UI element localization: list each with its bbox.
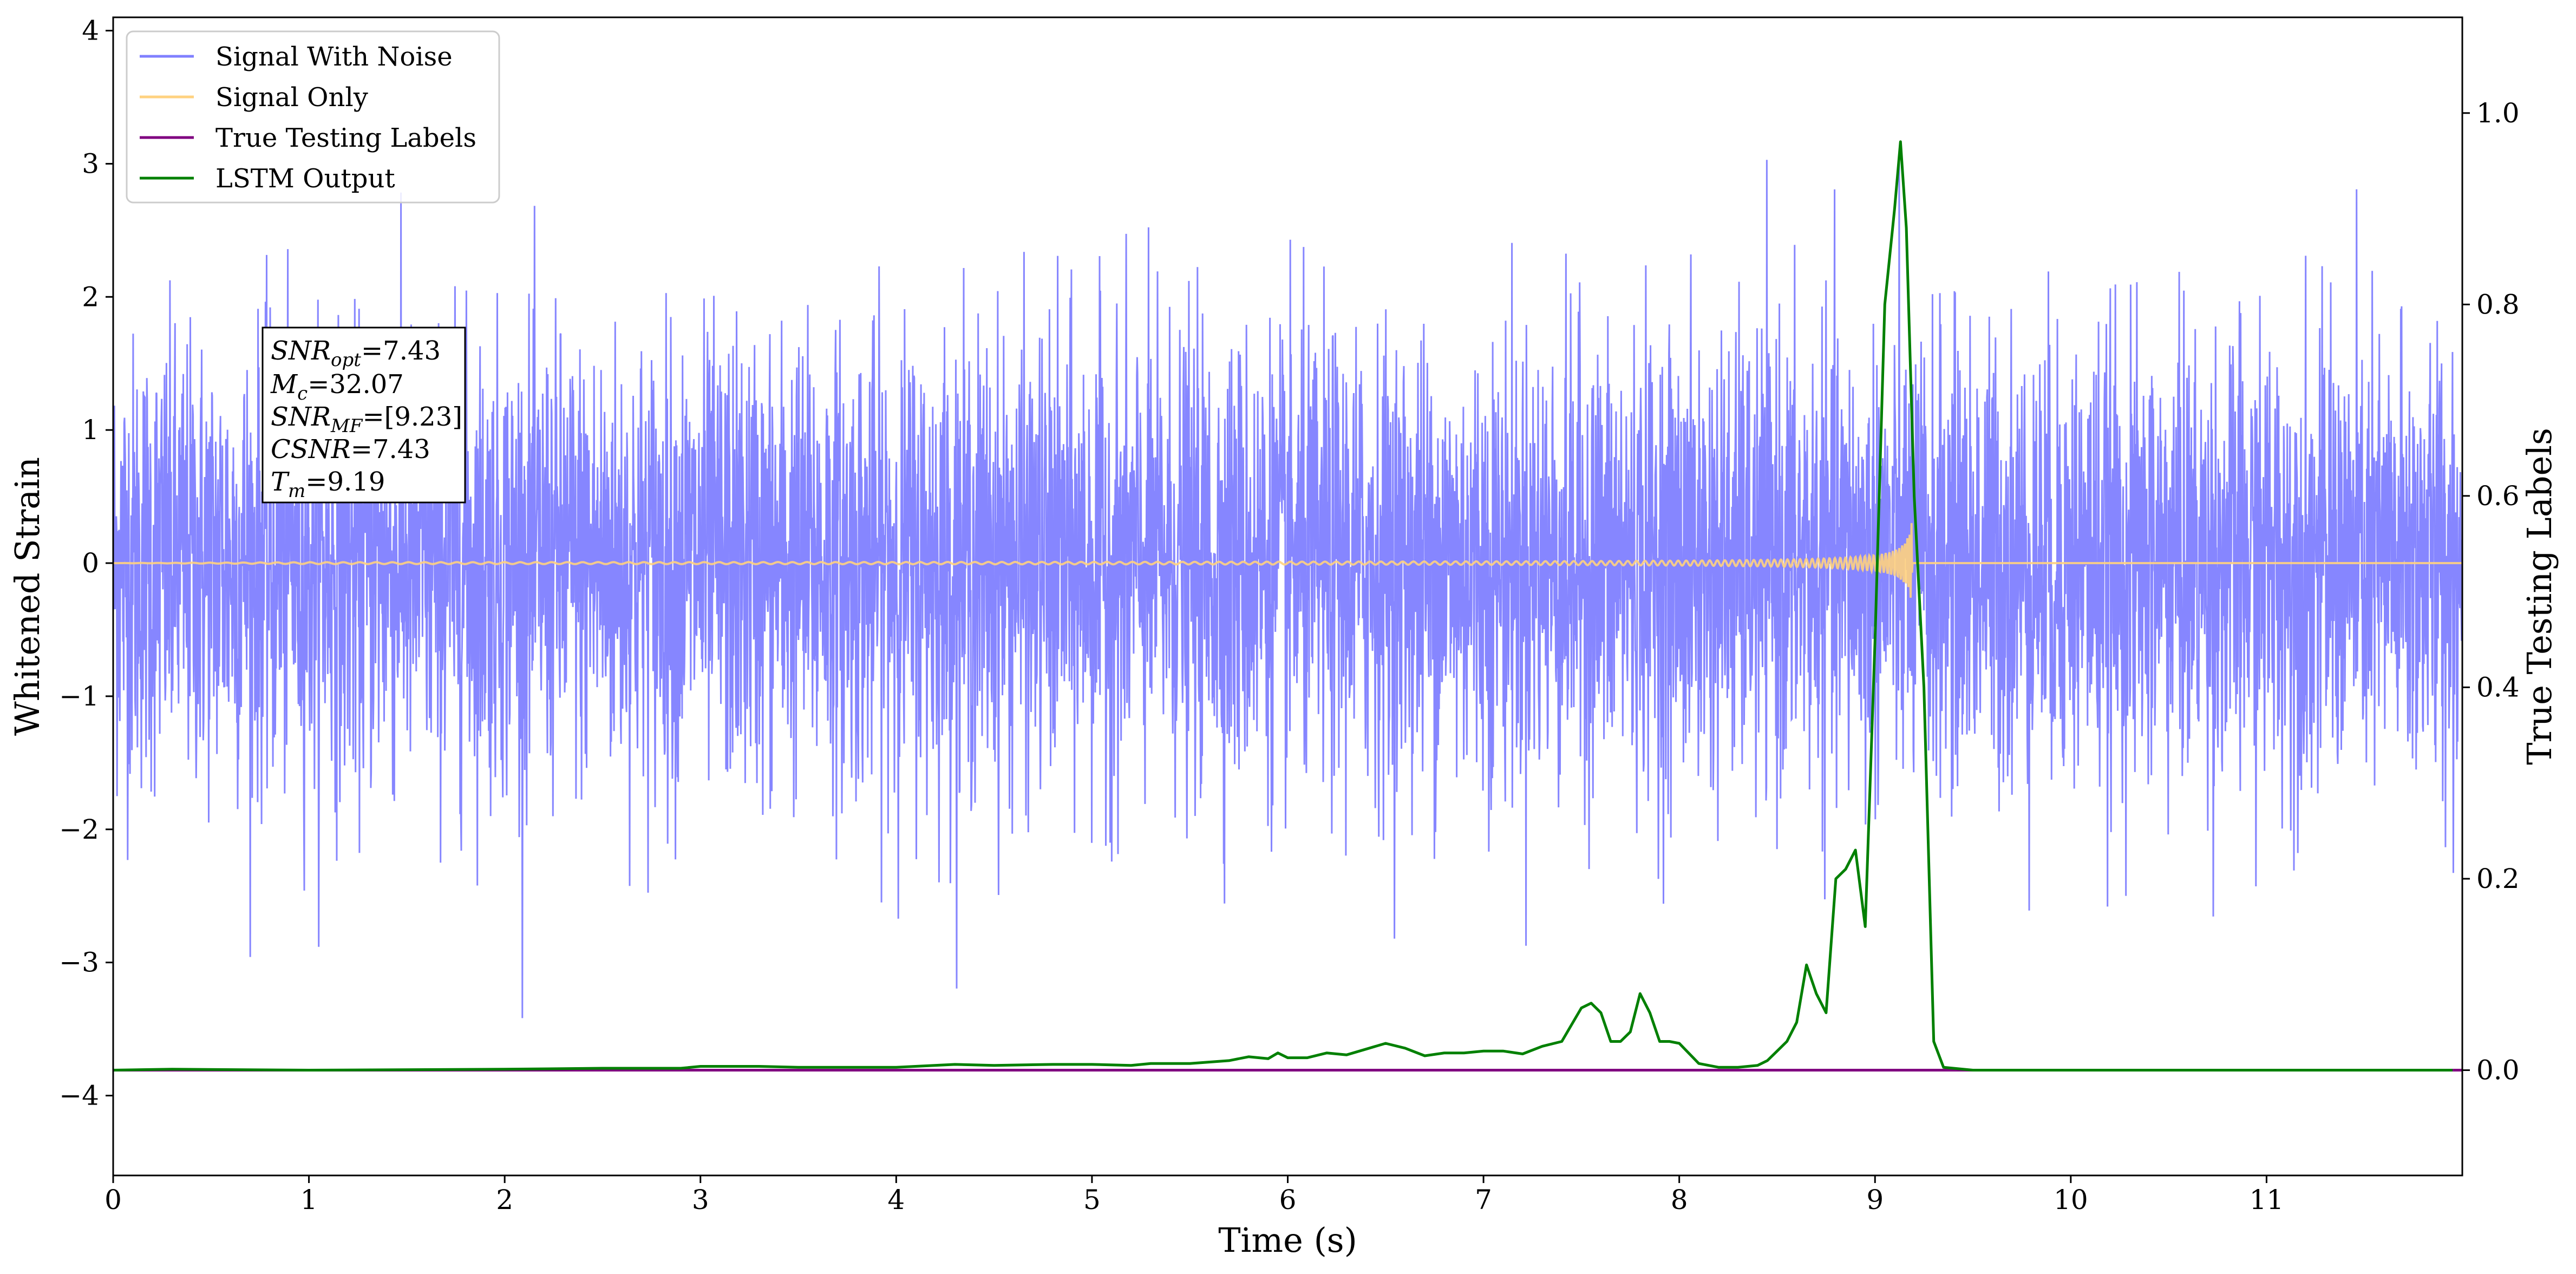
- legend-box: [126, 30, 500, 204]
- x-axis-label: Time (s): [1218, 1220, 1357, 1260]
- y-tick-label: 3: [82, 148, 99, 179]
- y-tick-label: −1: [59, 681, 99, 712]
- noise-line: [112, 158, 2463, 1018]
- x-tick-label: 4: [887, 1184, 905, 1216]
- y2-tick-label: 0.6: [2476, 480, 2520, 512]
- y2-tick-label: 0.0: [2476, 1055, 2520, 1086]
- lstm-output-line: [113, 140, 2453, 1072]
- y-tick-label: 4: [82, 15, 99, 47]
- legend-label-signal-only: Signal Only: [215, 82, 368, 113]
- legend-label-signal-with-noise: Signal With Noise: [215, 42, 453, 72]
- x-tick-label: 6: [1279, 1184, 1297, 1216]
- x-tick-label: 11: [2250, 1184, 2284, 1216]
- x-tick-label: 7: [1475, 1184, 1492, 1216]
- y2-tick-label: 1.0: [2476, 97, 2520, 129]
- y-axis-label: Whitened Strain: [8, 457, 47, 736]
- annotation-frame: [261, 326, 466, 504]
- series-signal-with-noise: [112, 158, 2463, 1018]
- annotation-tm: Tm=9.19: [271, 467, 385, 502]
- x-tick-label: 0: [104, 1184, 122, 1216]
- annotation-box: SNRopt=7.43 Mc=32.07 SNRMF=[9.23] CSNR=7…: [261, 326, 466, 504]
- legend: Signal With Noise Signal Only True Testi…: [126, 30, 500, 204]
- y-tick-label: −4: [59, 1080, 99, 1111]
- y2-tick-label: 0.2: [2476, 863, 2520, 894]
- y-tick-label: 1: [82, 414, 99, 446]
- x-tick-label: 10: [2054, 1184, 2088, 1216]
- annotation-snr-opt: SNRopt=7.43: [271, 336, 441, 371]
- annotation-snr-mf: SNRMF=[9.23]: [271, 402, 462, 437]
- y-tick-label: 2: [82, 281, 99, 312]
- x-tick-label: 5: [1083, 1184, 1101, 1216]
- y2-tick-label: 0.4: [2476, 671, 2520, 703]
- series-lstm-output: [113, 140, 2453, 1072]
- x-tick-label: 9: [1866, 1184, 1884, 1216]
- y2-axis-label: True Testing Labels: [2520, 428, 2559, 765]
- annotation-csnr: CSNR=7.43: [271, 434, 430, 465]
- axis-ticks: 0 1 2 3 4 5 6 7 8 9 10 1143210−1−2−3−41.00.80.60.40…: [59, 15, 2519, 1216]
- y2-tick-label: 0.8: [2476, 289, 2520, 320]
- x-tick-label: 2: [496, 1184, 513, 1216]
- y-tick-label: 0: [82, 547, 99, 579]
- series-signal-only: [113, 523, 2462, 598]
- annotation-mc: Mc=32.07: [270, 369, 404, 404]
- x-tick-label: 1: [300, 1184, 318, 1216]
- legend-label-true-testing-labels: True Testing Labels: [215, 123, 476, 153]
- x-tick-label: 3: [692, 1184, 709, 1216]
- chirp-line: [113, 523, 2462, 598]
- y-tick-label: −2: [59, 814, 99, 845]
- y-tick-label: −3: [59, 947, 99, 978]
- x-tick-label: 8: [1671, 1184, 1688, 1216]
- legend-label-lstm-output: LSTM Output: [215, 164, 395, 194]
